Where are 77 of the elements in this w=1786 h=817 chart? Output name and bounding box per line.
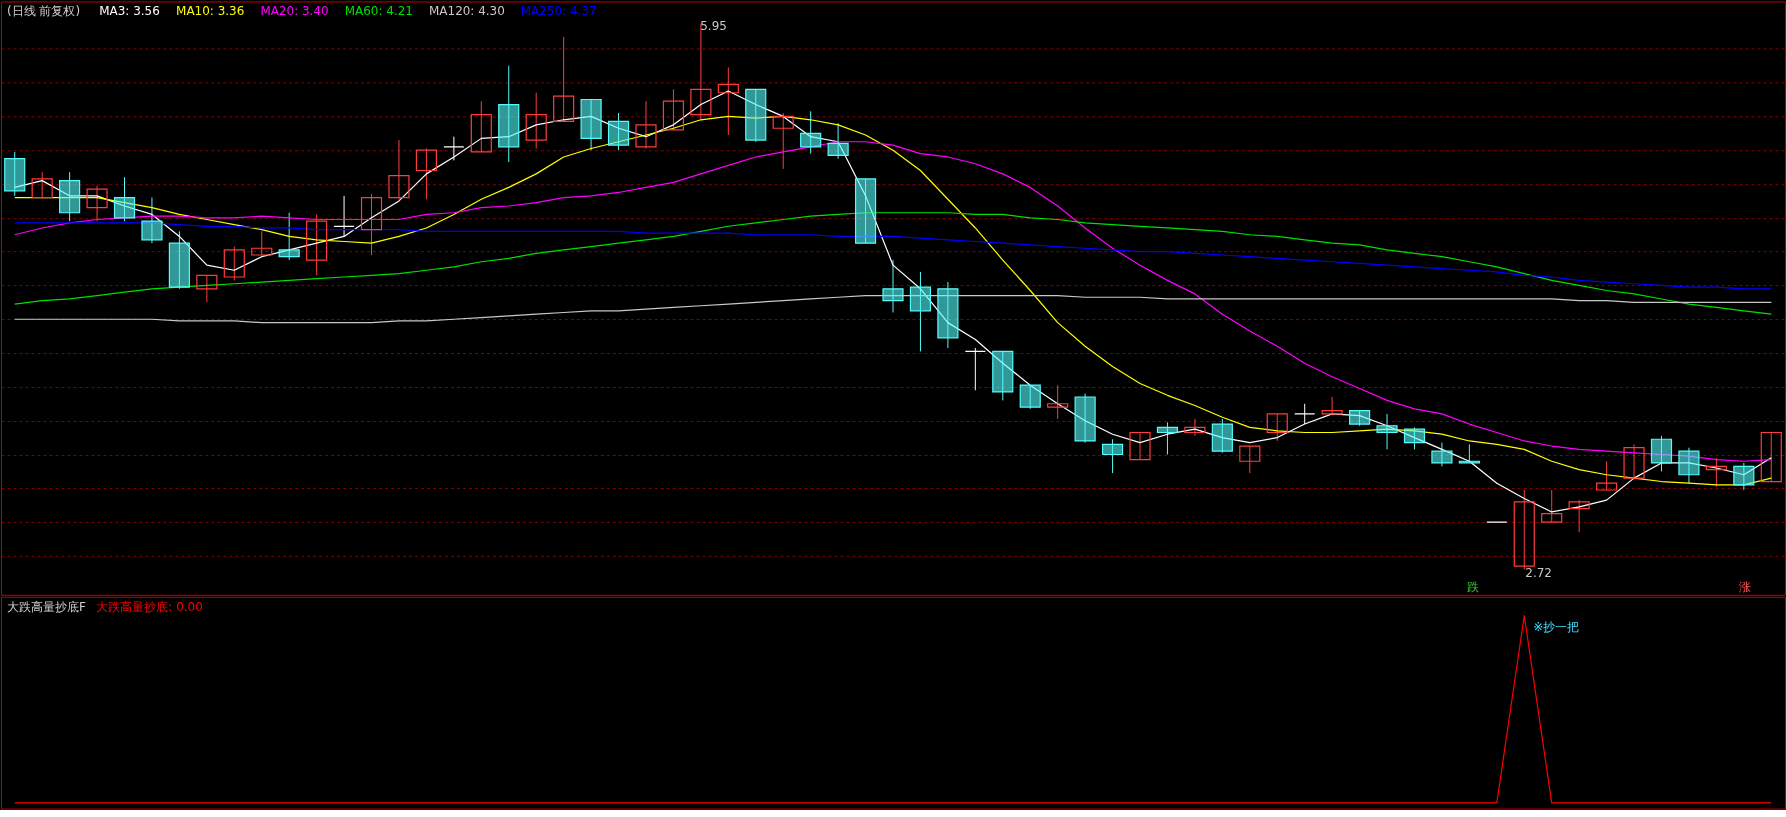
candlestick bbox=[360, 193, 383, 256]
candlestick bbox=[498, 65, 520, 163]
candlestick bbox=[141, 197, 163, 244]
candlestick bbox=[1266, 413, 1288, 442]
annotation: 涨 bbox=[1739, 579, 1752, 594]
candlestick bbox=[525, 92, 547, 150]
text: MA3: 3.56 bbox=[99, 4, 160, 19]
candlestick bbox=[717, 66, 739, 136]
candlestick bbox=[1156, 421, 1179, 455]
candlestick bbox=[306, 213, 328, 276]
text: MA20: 3.40 bbox=[260, 4, 329, 19]
candlestick bbox=[1458, 443, 1480, 464]
annotation: 5.95 bbox=[700, 19, 727, 34]
text: MA120: 4.30 bbox=[429, 4, 505, 19]
candlestick bbox=[1239, 445, 1261, 474]
candlestick bbox=[772, 112, 794, 170]
candlestick bbox=[86, 185, 108, 222]
text: MA250: 4.37 bbox=[520, 4, 597, 19]
chart-title: (日线 前复权) bbox=[6, 4, 81, 19]
candlestick bbox=[31, 171, 53, 199]
candlestick bbox=[168, 230, 190, 290]
candlestick bbox=[1101, 438, 1124, 474]
candlestick bbox=[1733, 462, 1755, 491]
chart-title: 大跌高量抄底F bbox=[6, 599, 86, 614]
candlestick bbox=[388, 139, 410, 200]
candlestick bbox=[662, 88, 685, 131]
candlestick bbox=[1349, 409, 1371, 427]
candlestick bbox=[443, 136, 465, 161]
candlestick bbox=[1019, 384, 1041, 410]
candlestick bbox=[196, 274, 218, 303]
text: MA60: 4.21 bbox=[344, 4, 413, 19]
candlestick bbox=[800, 110, 822, 155]
candlestick bbox=[1760, 431, 1782, 483]
candlestick bbox=[415, 148, 437, 200]
candlestick bbox=[251, 230, 273, 256]
candlestick bbox=[1129, 431, 1151, 461]
candlestick bbox=[1184, 418, 1206, 437]
candlestick bbox=[1650, 435, 1673, 472]
candlestick bbox=[59, 171, 81, 222]
candlestick bbox=[854, 178, 877, 244]
candlestick bbox=[1294, 403, 1316, 425]
annotation: 跌 bbox=[1467, 579, 1480, 594]
candlestick bbox=[470, 100, 492, 153]
candlestick bbox=[1211, 418, 1233, 454]
candlestick bbox=[607, 112, 630, 151]
candlestick bbox=[1431, 442, 1453, 467]
candlestick bbox=[223, 246, 245, 281]
candlestick bbox=[909, 271, 932, 352]
candlestick bbox=[1513, 489, 1535, 570]
candlestick bbox=[1074, 393, 1096, 444]
candlestick bbox=[580, 98, 602, 151]
candlestick bbox=[1705, 457, 1727, 488]
candlestick bbox=[992, 350, 1014, 401]
candlestick bbox=[1047, 384, 1069, 420]
candlestick bbox=[113, 176, 136, 222]
candlestick bbox=[1376, 413, 1398, 450]
annotation: 2.72 bbox=[1525, 565, 1552, 580]
candlestick bbox=[745, 88, 767, 143]
annotation: ※抄一把 bbox=[1533, 619, 1580, 634]
candlestick bbox=[278, 212, 300, 261]
candlestick bbox=[1623, 443, 1645, 479]
candlestick bbox=[1596, 460, 1618, 491]
candlestick bbox=[1678, 447, 1700, 484]
candlestick bbox=[1321, 396, 1343, 415]
text: 大跌高量抄底: 0.00 bbox=[96, 599, 203, 614]
candlestick bbox=[635, 100, 657, 150]
candlestick bbox=[4, 151, 26, 197]
candlestick bbox=[964, 347, 986, 391]
candlestick bbox=[937, 281, 959, 349]
candlestick bbox=[827, 122, 849, 160]
text: MA10: 3.36 bbox=[176, 4, 245, 19]
candlestick bbox=[333, 195, 355, 237]
candlestick bbox=[1568, 499, 1590, 533]
candlestick bbox=[1403, 426, 1426, 450]
candlestick bbox=[882, 259, 904, 313]
candlestick bbox=[553, 36, 575, 123]
candlestick bbox=[1541, 489, 1563, 523]
